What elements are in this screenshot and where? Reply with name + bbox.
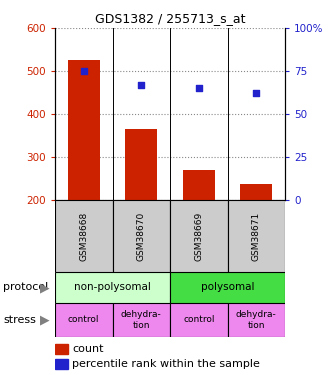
Bar bbox=[55, 200, 113, 272]
Text: protocol: protocol bbox=[3, 282, 49, 292]
Bar bbox=[170, 200, 227, 272]
Bar bbox=[55, 344, 68, 354]
Bar bbox=[170, 303, 227, 337]
Text: percentile rank within the sample: percentile rank within the sample bbox=[72, 359, 260, 369]
Text: GSM38671: GSM38671 bbox=[252, 211, 261, 261]
Text: control: control bbox=[183, 315, 214, 324]
Bar bbox=[68, 60, 100, 200]
Point bbox=[81, 68, 86, 74]
Text: count: count bbox=[72, 344, 104, 354]
Bar bbox=[55, 303, 113, 337]
Text: dehydra-
tion: dehydra- tion bbox=[236, 310, 277, 330]
Bar bbox=[125, 129, 157, 200]
Text: stress: stress bbox=[3, 315, 36, 325]
Bar bbox=[183, 170, 214, 200]
Bar bbox=[227, 303, 285, 337]
Text: ▶: ▶ bbox=[40, 314, 50, 327]
Bar bbox=[113, 303, 170, 337]
Bar bbox=[113, 200, 170, 272]
Text: GSM38668: GSM38668 bbox=[79, 211, 88, 261]
Text: GSM38670: GSM38670 bbox=[137, 211, 146, 261]
Text: dehydra-
tion: dehydra- tion bbox=[121, 310, 162, 330]
Point bbox=[139, 82, 144, 88]
Bar bbox=[170, 272, 285, 303]
Point bbox=[196, 85, 201, 91]
Text: polysomal: polysomal bbox=[201, 282, 254, 292]
Bar bbox=[55, 359, 68, 369]
Title: GDS1382 / 255713_s_at: GDS1382 / 255713_s_at bbox=[95, 12, 245, 26]
Bar bbox=[241, 184, 272, 200]
Bar bbox=[55, 272, 170, 303]
Bar bbox=[227, 200, 285, 272]
Point bbox=[254, 90, 259, 96]
Text: ▶: ▶ bbox=[40, 281, 50, 294]
Text: non-polysomal: non-polysomal bbox=[74, 282, 151, 292]
Text: GSM38669: GSM38669 bbox=[194, 211, 203, 261]
Text: control: control bbox=[68, 315, 100, 324]
